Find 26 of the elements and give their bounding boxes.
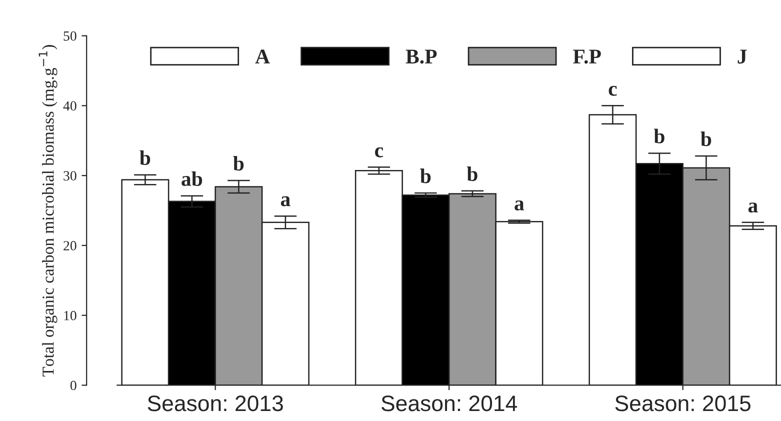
data-label: ab bbox=[182, 171, 202, 186]
data-label: b bbox=[140, 150, 150, 166]
y-tick-label: 0 bbox=[70, 380, 76, 390]
data-label: b bbox=[420, 168, 431, 184]
y-axis-title: Total organic carbon microbial biomass (mg.g$^{−1}$) bbox=[38, 45, 58, 377]
data-label: b bbox=[700, 132, 712, 146]
x-tick-label: Season: 2013 bbox=[148, 396, 283, 412]
data-label: a bbox=[748, 202, 758, 213]
data-label: b bbox=[233, 156, 244, 171]
data-label: b bbox=[654, 128, 664, 144]
legend-label: A bbox=[255, 50, 270, 64]
x-tick-label: Season: 2015 bbox=[615, 396, 750, 412]
data-label: a bbox=[280, 196, 290, 206]
legend-label: F.P bbox=[573, 50, 601, 64]
y-tick-label: 40 bbox=[63, 101, 76, 111]
data-label: b bbox=[466, 166, 478, 182]
y-tick-label: 50 bbox=[64, 31, 76, 41]
x-tick-label: Season: 2014 bbox=[382, 396, 518, 412]
y-tick-label: 20 bbox=[64, 241, 76, 250]
legend-label: J bbox=[738, 50, 747, 64]
data-label: c bbox=[608, 86, 617, 96]
data-label: a bbox=[514, 200, 524, 210]
y-tick-label: 10 bbox=[64, 310, 76, 320]
y-tick-label: 30 bbox=[64, 171, 76, 181]
legend-label: B.P bbox=[406, 50, 437, 64]
data-label: c bbox=[375, 147, 384, 158]
